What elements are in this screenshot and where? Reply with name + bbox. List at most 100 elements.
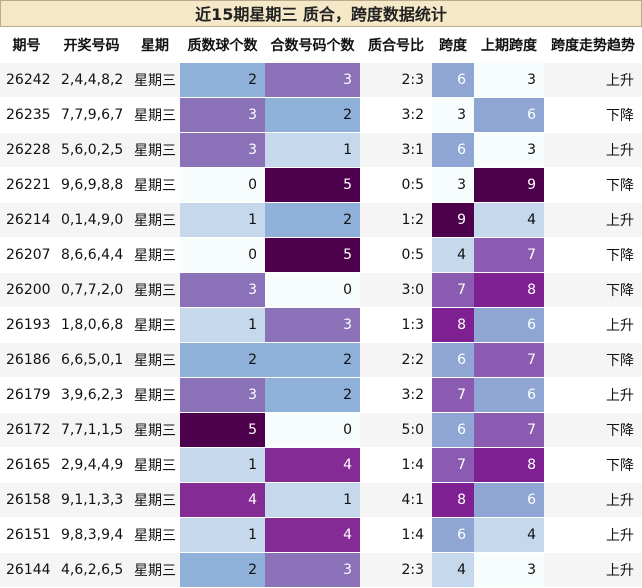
cell-prev-span: 3 — [474, 552, 544, 588]
cell-issue-id: 26151 — [0, 517, 53, 553]
cell-composite-count: 3 — [265, 63, 360, 98]
cell-trend: 上升 — [544, 202, 642, 238]
cell-weekday: 星期三 — [130, 237, 180, 273]
table-row: 26165 2,9,4,4,9 星期三 1 4 1:4 7 8 下降 — [0, 447, 642, 483]
cell-composite-count: 2 — [265, 97, 360, 133]
cell-trend: 上升 — [544, 307, 642, 343]
cell-draw-numbers: 9,8,3,9,4 — [53, 517, 130, 553]
cell-weekday: 星期三 — [130, 272, 180, 308]
cell-issue-id: 26242 — [0, 63, 53, 98]
cell-weekday: 星期三 — [130, 63, 180, 98]
cell-trend: 下降 — [544, 342, 642, 378]
table-row: 26144 4,6,2,6,5 星期三 2 3 2:3 4 3 上升 — [0, 552, 642, 588]
cell-prev-span: 4 — [474, 202, 544, 238]
cell-issue-id: 26228 — [0, 132, 53, 168]
cell-issue-id: 26207 — [0, 237, 53, 273]
cell-trend: 下降 — [544, 447, 642, 483]
cell-prime-count: 4 — [180, 482, 265, 518]
cell-composite-count: 5 — [265, 237, 360, 273]
cell-composite-count: 1 — [265, 132, 360, 168]
cell-prev-span: 9 — [474, 167, 544, 203]
cell-span: 4 — [432, 552, 474, 588]
cell-draw-numbers: 7,7,1,1,5 — [53, 412, 130, 448]
cell-prime-count: 0 — [180, 167, 265, 203]
table-row: 26193 1,8,0,6,8 星期三 1 3 1:3 8 6 上升 — [0, 307, 642, 343]
cell-ratio: 1:4 — [360, 447, 432, 483]
cell-composite-count: 0 — [265, 412, 360, 448]
cell-issue-id: 26200 — [0, 272, 53, 308]
col-header-weekday: 星期 — [141, 38, 169, 54]
cell-weekday: 星期三 — [130, 517, 180, 553]
cell-prime-count: 2 — [180, 552, 265, 588]
cell-ratio: 0:5 — [360, 167, 432, 203]
cell-ratio: 3:0 — [360, 272, 432, 308]
cell-prev-span: 8 — [474, 272, 544, 308]
cell-composite-count: 0 — [265, 272, 360, 308]
cell-weekday: 星期三 — [130, 132, 180, 168]
cell-weekday: 星期三 — [130, 377, 180, 413]
cell-draw-numbers: 2,4,4,8,2 — [53, 63, 130, 98]
cell-prime-count: 1 — [180, 307, 265, 343]
cell-prime-count: 0 — [180, 237, 265, 273]
cell-trend: 下降 — [544, 167, 642, 203]
cell-draw-numbers: 1,8,0,6,8 — [53, 307, 130, 343]
cell-span: 8 — [432, 307, 474, 343]
cell-weekday: 星期三 — [130, 482, 180, 518]
cell-issue-id: 26235 — [0, 97, 53, 133]
cell-span: 6 — [432, 342, 474, 378]
cell-weekday: 星期三 — [130, 342, 180, 378]
table-row: 26235 7,7,9,6,7 星期三 3 2 3:2 3 6 下降 — [0, 97, 642, 133]
cell-issue-id: 26221 — [0, 167, 53, 203]
cell-span: 6 — [432, 412, 474, 448]
cell-ratio: 1:2 — [360, 202, 432, 238]
table-row: 26186 6,6,5,0,1 星期三 2 2 2:2 6 7 下降 — [0, 342, 642, 378]
cell-trend: 上升 — [544, 63, 642, 98]
cell-composite-count: 5 — [265, 167, 360, 203]
cell-prev-span: 7 — [474, 412, 544, 448]
cell-ratio: 2:2 — [360, 342, 432, 378]
cell-prime-count: 3 — [180, 132, 265, 168]
col-header-prime-count: 质数球个数 — [187, 38, 258, 54]
cell-prev-span: 7 — [474, 237, 544, 273]
cell-ratio: 3:2 — [360, 377, 432, 413]
cell-prev-span: 8 — [474, 447, 544, 483]
cell-trend: 上升 — [544, 552, 642, 588]
cell-prime-count: 2 — [180, 342, 265, 378]
cell-prime-count: 3 — [180, 272, 265, 308]
cell-trend: 上升 — [544, 132, 642, 168]
cell-draw-numbers: 7,7,9,6,7 — [53, 97, 130, 133]
cell-weekday: 星期三 — [130, 447, 180, 483]
cell-issue-id: 26179 — [0, 377, 53, 413]
cell-weekday: 星期三 — [130, 307, 180, 343]
cell-draw-numbers: 0,1,4,9,0 — [53, 202, 130, 238]
col-header-prev-span: 上期跨度 — [481, 38, 537, 54]
cell-prime-count: 1 — [180, 202, 265, 238]
cell-prime-count: 2 — [180, 63, 265, 98]
table-row: 26158 9,1,1,3,3 星期三 4 1 4:1 8 6 上升 — [0, 482, 642, 518]
table-row: 26179 3,9,6,2,3 星期三 3 2 3:2 7 6 上升 — [0, 377, 642, 413]
col-header-span: 跨度 — [439, 38, 467, 54]
cell-composite-count: 4 — [265, 447, 360, 483]
col-header-composite-count: 合数号码个数 — [270, 38, 355, 54]
table-row: 26172 7,7,1,1,5 星期三 5 0 5:0 6 7 下降 — [0, 412, 642, 448]
cell-prime-count: 1 — [180, 517, 265, 553]
cell-draw-numbers: 3,9,6,2,3 — [53, 377, 130, 413]
cell-trend: 下降 — [544, 237, 642, 273]
cell-weekday: 星期三 — [130, 202, 180, 238]
cell-issue-id: 26172 — [0, 412, 53, 448]
table-row: 26214 0,1,4,9,0 星期三 1 2 1:2 9 4 上升 — [0, 202, 642, 238]
col-header-ratio: 质合号比 — [368, 38, 424, 54]
stats-table: 期号 开奖号码 星期 质数球个数 合数号码个数 质合号比 跨度 上期跨度 跨度走… — [0, 27, 642, 588]
col-header-trend: 跨度走势趋势 — [551, 38, 635, 54]
cell-trend: 上升 — [544, 377, 642, 413]
cell-prev-span: 6 — [474, 482, 544, 518]
cell-weekday: 星期三 — [130, 412, 180, 448]
cell-prime-count: 3 — [180, 97, 265, 133]
cell-prime-count: 3 — [180, 377, 265, 413]
table-row: 26200 0,7,7,2,0 星期三 3 0 3:0 7 8 下降 — [0, 272, 642, 308]
cell-composite-count: 3 — [265, 552, 360, 588]
cell-prev-span: 6 — [474, 307, 544, 343]
col-header-id: 期号 — [12, 38, 41, 54]
cell-issue-id: 26165 — [0, 447, 53, 483]
table-title: 近15期星期三 质合，跨度数据统计 — [0, 0, 642, 27]
